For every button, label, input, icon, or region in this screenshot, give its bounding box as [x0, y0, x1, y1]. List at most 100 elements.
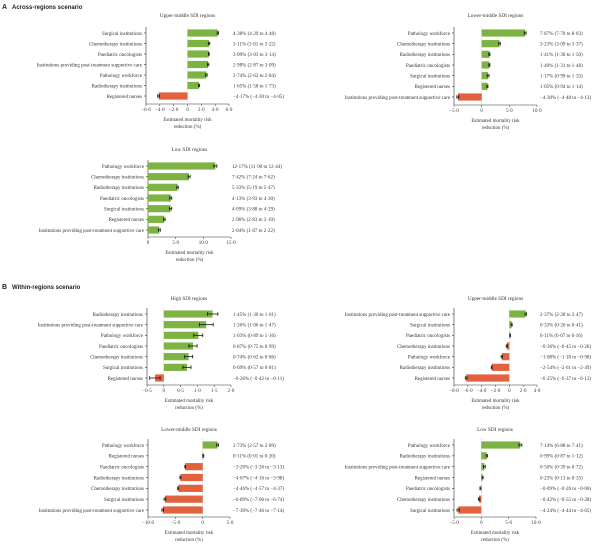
bar: [501, 353, 510, 361]
x-tick-label: −5·0: [449, 521, 459, 526]
bar-row: Registered nurses 0·11% (0·01 to 0·20): [109, 452, 276, 460]
data-label: 3·09% (3·03 to 3·14): [233, 53, 276, 58]
panel-title: Low SDI regions: [477, 427, 513, 433]
category-label: Paediatric oncologists: [406, 334, 450, 339]
x-tick-label: 0: [480, 109, 483, 114]
panel-title: Lower-middle SDI regions: [161, 427, 217, 433]
bar-row: Registered nurses 0·23% (0·13 to 0·33): [415, 473, 583, 481]
data-label: 2·73% (2·57 to 2·89): [233, 444, 276, 449]
bar: [481, 463, 485, 471]
bar: [509, 310, 526, 318]
data-label: 4·38% (4·29 to 4·48): [233, 32, 276, 37]
panel-title: High SDI regions: [171, 296, 208, 302]
x-tick-label: 4·0: [212, 108, 219, 113]
bar-row: Paediatric oncologists −3·20% (−3·26 to −…: [100, 463, 284, 470]
data-label: 0·69% (0·57 to 0·81): [233, 366, 276, 371]
category-label: Radiotherapy institutions: [94, 476, 144, 481]
x-axis-label: reduction (%): [482, 126, 510, 131]
bar: [481, 50, 490, 58]
bar: [481, 61, 490, 69]
x-tick-label: 5·0: [227, 521, 234, 526]
x-tick-label: −4·0: [155, 108, 165, 113]
bar-row: Surgical institutions 4·09% (3·88 to 4·29…: [104, 205, 275, 212]
bar: [481, 29, 526, 37]
data-label: −4·46% (−4·57 to −4·37): [233, 487, 284, 492]
bar-row: Institutions providing post-treatment su…: [39, 506, 284, 514]
x-axis-label: Estimated mortality risk: [471, 531, 520, 536]
bar: [148, 205, 171, 213]
panel-title: Low SDI regions: [172, 147, 208, 153]
x-tick-label: −5·0: [171, 521, 181, 526]
x-tick-label: 5·0: [505, 521, 512, 526]
x-tick-label: 10·0: [532, 109, 542, 114]
x-axis-label: Estimated mortality risk: [165, 531, 214, 536]
data-label: 7·42% (7·24 to 7·62): [232, 175, 275, 180]
data-label: 7·14% (6·88 to 7·41): [540, 444, 583, 449]
bar: [163, 363, 187, 371]
data-label: 4·09% (3·88 to 4·29): [232, 207, 275, 212]
bar: [163, 310, 213, 318]
bar: [466, 374, 510, 382]
bar: [163, 331, 199, 339]
category-label: Chemotherapy institutions: [89, 42, 142, 47]
category-label: Paediatric oncologists: [406, 487, 450, 492]
bar: [178, 484, 203, 492]
data-label: −3·20% (−3·26 to −3·13): [233, 465, 284, 470]
x-axis-label: reduction (%): [175, 406, 203, 411]
x-tick-label: −4·0: [477, 389, 487, 394]
category-label: Pathology workforce: [408, 32, 451, 37]
x-tick-label: −6·0: [141, 108, 151, 113]
category-label: Surgical institutions: [410, 509, 450, 514]
data-label: 0·11% (0·07 to 0·16): [540, 334, 583, 339]
x-tick-label: 1·5: [211, 389, 218, 394]
category-label: Surgical institutions: [104, 498, 144, 503]
data-label: −6·89% (−7·06 to −6·74): [233, 498, 284, 503]
category-label: Radiotherapy institutions: [400, 455, 450, 460]
data-label: −4·07% (−4·16 to −3·98): [233, 476, 284, 481]
panel-title: Upper-middle SDI regions: [160, 13, 215, 19]
bar: [187, 60, 209, 69]
data-label: 2·04% (1·87 to 2·22): [232, 229, 275, 234]
category-label: Institutions providing post-treatment su…: [39, 229, 145, 234]
x-axis-label: reduction (%): [481, 538, 509, 543]
data-label: 2·96% (2·83 to 3·10): [232, 218, 275, 223]
bar-row: Pathology workforce 7·87% (7·70 to 8·03): [408, 29, 583, 37]
category-label: Registered nurses: [415, 85, 450, 90]
data-label: −4·30% (−4·48 to −4·13): [540, 96, 591, 101]
chart-panel: Low SDI regions 0 5·0 10·0 15·0 Estimated mor…: [39, 147, 283, 263]
data-label: 1·45% (1·30 to 1·61): [233, 313, 276, 318]
bar-row: Registered nurses −4·17% (−4·30 to −4·05): [107, 92, 284, 100]
data-label: −0·42% (−0·55 to −0·28): [540, 498, 591, 503]
bar-row: Radiotherapy institutions −2·54% (−2·61 t…: [400, 363, 591, 371]
data-label: 0·33% (0·26 to 0·41): [540, 323, 583, 328]
section-b-header: B Within-regions scenario: [2, 284, 81, 291]
x-tick-label: 0·5: [177, 389, 184, 394]
bar: [180, 473, 203, 482]
category-label: Pathology workforce: [100, 74, 143, 79]
x-tick-label: 2·0: [228, 389, 235, 394]
bar-row: Surgical institutions 1·17% (0·99 to 1·33…: [410, 72, 583, 79]
bar-row: Pathology workforce 12·17% (11·90 to 12·4…: [102, 162, 282, 170]
x-tick-label: 2·0: [198, 108, 205, 113]
bar: [162, 506, 203, 514]
data-label: 0·99% (0·87 to 1·12): [540, 455, 583, 460]
bar-row: Pathology workforce 2·74% (2·62 to 2·84): [100, 71, 276, 79]
bar: [163, 342, 194, 350]
category-label: Chemotherapy institutions: [397, 42, 450, 47]
x-tick-label: 0: [480, 521, 483, 526]
data-label: 1·17% (0·99 to 1·33): [540, 74, 583, 79]
bar: [148, 194, 171, 202]
bar-row: Chemotherapy institutions 0·74% (0·62 to …: [90, 353, 276, 360]
bar-row: Radiotherapy institutions 0·99% (0·87 to …: [400, 452, 583, 460]
bar-row: Institutions providing post-treatment su…: [39, 226, 275, 234]
bar-row: Radiotherapy institutions 1·45% (1·30 to …: [93, 310, 276, 318]
data-label: 0·23% (0·13 to 0·33): [540, 476, 583, 481]
category-label: Pathology workforce: [102, 444, 145, 449]
bar-row: Registered nurses 2·96% (2·83 to 3·10): [109, 215, 275, 223]
category-label: Surgical institutions: [104, 207, 144, 212]
bar-row: Paediatric oncologists 0·87% (0·75 to 0·9…: [99, 342, 276, 350]
bar-row: Radiotherapy institutions −4·07% (−4·16 t…: [94, 473, 284, 482]
bar: [458, 506, 482, 514]
x-tick-label: 6·0: [226, 108, 233, 113]
data-label: −1·08% (−1·18 to −0·98): [540, 355, 591, 360]
